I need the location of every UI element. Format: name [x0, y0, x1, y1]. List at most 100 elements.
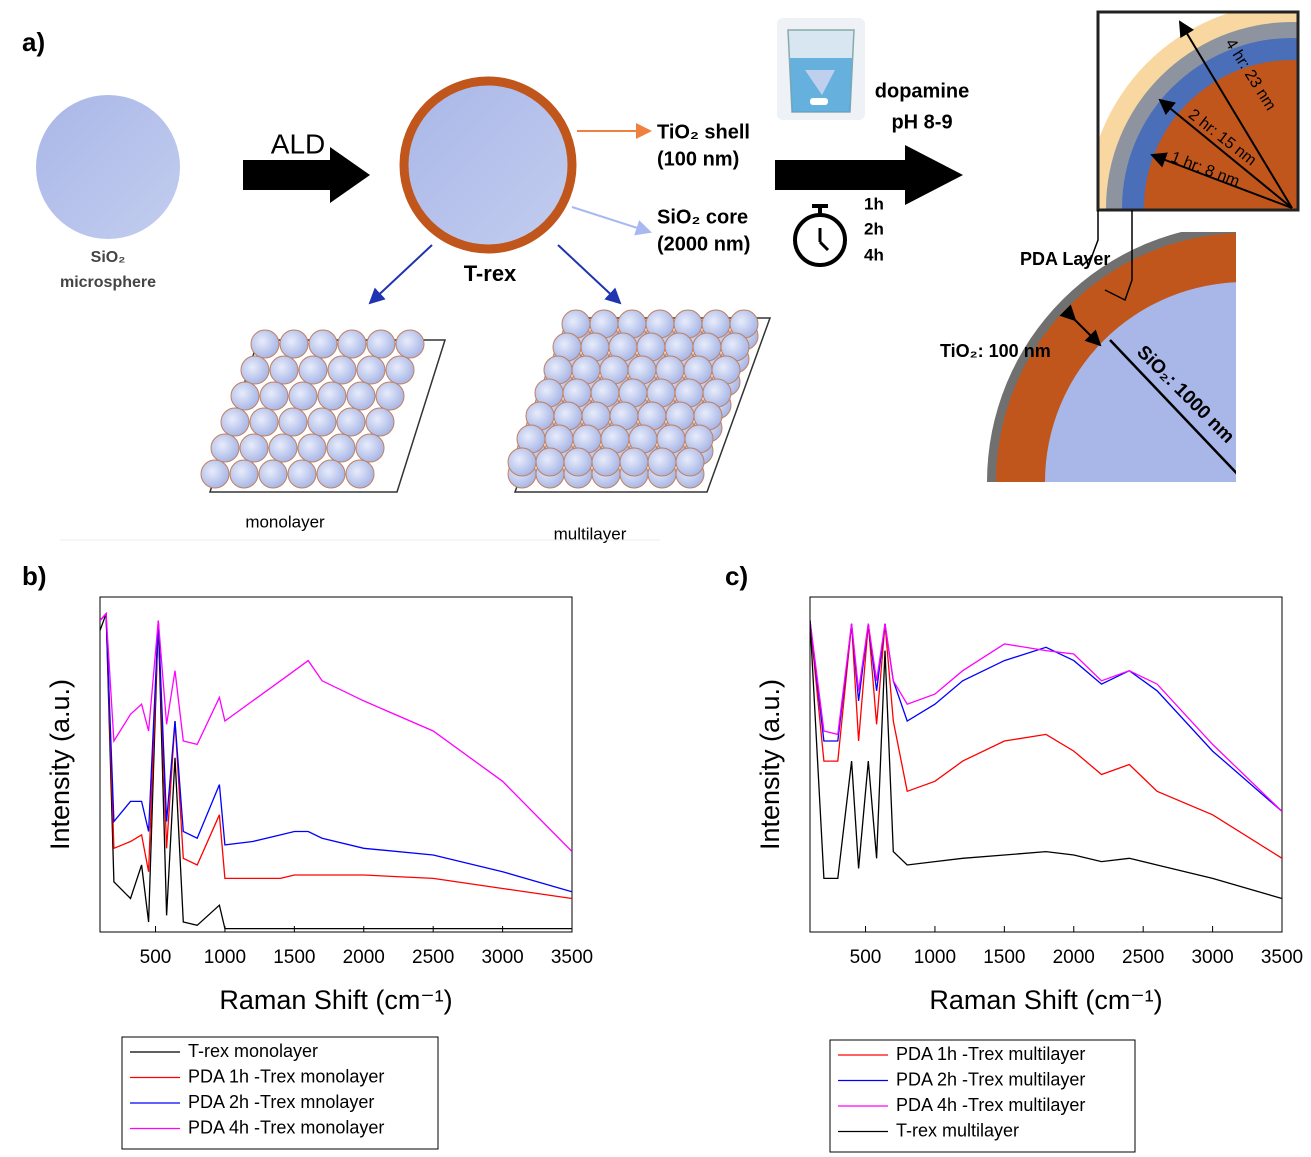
- x-tick-label: 1000: [914, 947, 956, 968]
- y-axis-label: Intensity (a.u.): [755, 679, 785, 850]
- particle: [620, 448, 648, 476]
- legend-label: T-rex monolayer: [188, 1041, 318, 1061]
- label: TiO₂ shell: [657, 121, 750, 143]
- series-line: [100, 614, 572, 899]
- series-line: [100, 614, 572, 852]
- particle: [337, 408, 365, 436]
- particle: [241, 356, 269, 384]
- particle: [308, 408, 336, 436]
- particle: [376, 382, 404, 410]
- plot-area: [100, 614, 572, 929]
- x-tick-label: 2000: [1053, 947, 1095, 968]
- particle: [396, 330, 424, 358]
- series-line: [100, 614, 572, 892]
- label: SiO₂: [91, 249, 126, 266]
- label: multilayer: [554, 524, 627, 543]
- legend-label: PDA 4h -Trex monolayer: [188, 1117, 384, 1137]
- particle: [366, 408, 394, 436]
- stopwatch-icon: [795, 206, 845, 265]
- x-tick-label: 1500: [273, 947, 315, 968]
- beaker-icon: [777, 18, 865, 120]
- arrow: [572, 207, 650, 232]
- particle: [230, 460, 258, 488]
- particle: [648, 448, 676, 476]
- series-line: [810, 621, 1282, 812]
- label: dopamine: [875, 80, 969, 102]
- x-tick-label: 3000: [481, 947, 523, 968]
- x-tick-label: 3000: [1191, 947, 1233, 968]
- particle: [318, 382, 346, 410]
- particle: [250, 408, 278, 436]
- particle: [676, 448, 704, 476]
- y-axis-label: Intensity (a.u.): [45, 679, 75, 850]
- label: PDA Layer: [1020, 249, 1110, 269]
- particle: [386, 356, 414, 384]
- particle: [240, 434, 268, 462]
- particle: [280, 330, 308, 358]
- arrow: [558, 245, 620, 303]
- particle: [356, 434, 384, 462]
- particle: [536, 448, 564, 476]
- x-tick-label: 2500: [412, 947, 454, 968]
- particle: [299, 356, 327, 384]
- legend-label: PDA 2h -Trex multilayer: [896, 1069, 1085, 1089]
- label: (2000 nm): [657, 233, 750, 255]
- x-axis-label: Raman Shift (cm⁻¹): [929, 985, 1162, 1015]
- x-tick-label: 2000: [343, 947, 385, 968]
- particle: [201, 460, 229, 488]
- sio2-sphere: [36, 95, 180, 239]
- label: 1h: [864, 194, 884, 213]
- label: TiO₂: 100 nm: [940, 341, 1051, 361]
- label: 2h: [864, 219, 884, 238]
- panel-label: c): [725, 561, 748, 591]
- legend-label: PDA 4h -Trex multilayer: [896, 1095, 1085, 1115]
- particle: [317, 460, 345, 488]
- trex-sphere: [404, 81, 572, 249]
- particle-array: [201, 310, 758, 488]
- x-tick-label: 500: [140, 947, 172, 968]
- particle: [328, 356, 356, 384]
- particle: [260, 382, 288, 410]
- particle-section: [987, 224, 1311, 740]
- particle: [289, 382, 317, 410]
- particle: [298, 434, 326, 462]
- particle: [269, 434, 297, 462]
- particle: [508, 448, 536, 476]
- legend-label: PDA 1h -Trex monolayer: [188, 1066, 384, 1086]
- label: 4h: [864, 245, 884, 264]
- panel-label: a): [22, 27, 45, 57]
- label: pH 8-9: [891, 111, 952, 133]
- x-tick-label: 1000: [204, 947, 246, 968]
- particle: [309, 330, 337, 358]
- particle: [231, 382, 259, 410]
- particle: [592, 448, 620, 476]
- page: a) SiO₂ microsphere ALD T-rex TiO₂ shell…: [0, 0, 1311, 1157]
- particle: [346, 460, 374, 488]
- label: monolayer: [245, 512, 325, 531]
- particle: [270, 356, 298, 384]
- legend-label: T-rex multilayer: [896, 1120, 1019, 1140]
- particle: [327, 434, 355, 462]
- label: T-rex: [464, 261, 517, 286]
- panel-label: b): [22, 561, 47, 591]
- particle: [259, 460, 287, 488]
- x-tick-label: 1500: [983, 947, 1025, 968]
- label: ALD: [271, 128, 325, 159]
- plot-area: [810, 621, 1282, 899]
- x-tick-label: 2500: [1122, 947, 1164, 968]
- legend-label: PDA 2h -Trex mnolayer: [188, 1092, 374, 1112]
- x-tick-label: 3500: [1261, 947, 1303, 968]
- particle: [338, 330, 366, 358]
- particle: [357, 356, 385, 384]
- particle: [211, 434, 239, 462]
- x-tick-label: 500: [850, 947, 882, 968]
- label: microsphere: [60, 274, 156, 291]
- particle: [564, 448, 592, 476]
- particle: [288, 460, 316, 488]
- x-tick-label: 3500: [551, 947, 593, 968]
- label: SiO₂ core: [657, 206, 748, 228]
- figure: a) SiO₂ microsphere ALD T-rex TiO₂ shell…: [0, 0, 1311, 1157]
- particle: [367, 330, 395, 358]
- arrow: [370, 245, 432, 303]
- x-axis-label: Raman Shift (cm⁻¹): [219, 985, 452, 1015]
